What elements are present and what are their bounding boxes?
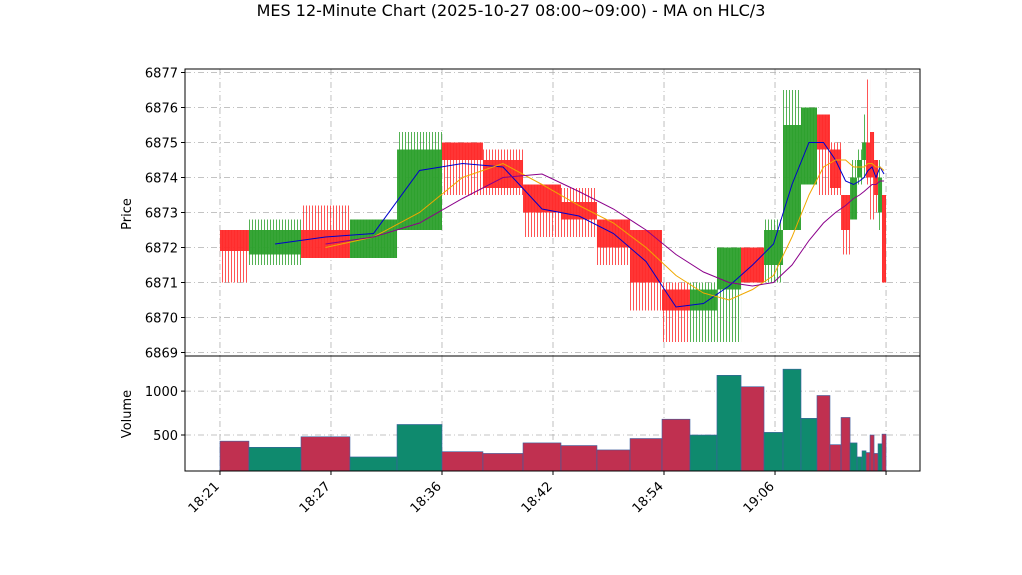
volume-bar <box>829 444 842 472</box>
volume-tick-label: 1000 <box>145 385 178 400</box>
candle-body <box>764 230 784 265</box>
volume-bar <box>441 451 484 472</box>
y-tick-label: 6869 <box>145 347 178 362</box>
y-tick-label: 6874 <box>145 172 178 187</box>
volume-bar <box>816 395 831 472</box>
candle-body <box>662 289 690 311</box>
candle-body <box>397 149 442 230</box>
candle-body <box>248 230 302 255</box>
candle-body <box>857 160 863 178</box>
volume-bar <box>689 434 718 472</box>
plot: 18:21 18:27 18:36 18:42 18:54 19:066869687068… <box>145 67 920 516</box>
volume-bar <box>349 456 398 472</box>
candle-body <box>219 230 249 251</box>
volume-bar <box>219 440 250 472</box>
volume-bar <box>248 446 302 472</box>
volume-bar <box>861 450 867 472</box>
volume-bar <box>782 368 802 472</box>
volume-bar <box>740 386 765 472</box>
volume-bar <box>873 453 879 472</box>
candle-body <box>800 107 817 185</box>
candle-wick <box>866 79 871 185</box>
volume-bar <box>629 438 663 472</box>
volume-bar <box>877 443 883 472</box>
y-tick-label: 6870 <box>145 312 178 327</box>
volume-bar <box>800 418 818 472</box>
volume-bar <box>522 442 562 472</box>
candle-body <box>716 247 742 290</box>
chart-title: MES 12-Minute Chart (2025-10-27 08:00~09… <box>257 1 766 20</box>
candle-body <box>870 132 875 178</box>
ma-line <box>325 159 885 301</box>
candle-body <box>349 219 398 258</box>
candle-body <box>841 195 851 230</box>
volume-bar <box>300 436 351 472</box>
y-tick-label: 6875 <box>145 137 178 152</box>
candle-body <box>882 195 887 283</box>
candle-body <box>630 230 663 283</box>
y-tick-label: 6873 <box>145 207 178 222</box>
volume-axis-label: Volume <box>120 390 135 438</box>
volume-bar <box>869 434 875 472</box>
candle-body <box>866 142 871 178</box>
candle-body <box>816 114 830 150</box>
y-axis-label: Price <box>120 198 135 230</box>
volume-bar <box>482 453 524 472</box>
volume-bar <box>881 433 887 472</box>
volume-tick-label: 500 <box>153 429 178 444</box>
volume-bar <box>396 424 443 472</box>
candle-body <box>783 125 801 230</box>
y-tick-label: 6877 <box>145 67 178 82</box>
volume-bar <box>840 417 851 472</box>
candle-body <box>523 184 561 213</box>
y-tick-label: 6876 <box>145 102 178 117</box>
candle-body <box>560 202 597 220</box>
volume-bar <box>560 445 598 472</box>
candle-body <box>878 177 883 213</box>
volume-bar <box>661 418 691 472</box>
volume-bar <box>865 452 871 472</box>
volume-bar <box>763 432 784 472</box>
candle-body <box>441 142 483 160</box>
volume-bar <box>596 449 631 472</box>
candle-body <box>482 160 524 188</box>
ma-line <box>274 142 885 308</box>
y-tick-label: 6871 <box>145 277 178 292</box>
y-tick-label: 6872 <box>145 242 178 257</box>
volume-bar <box>849 442 858 472</box>
volume-bar <box>856 456 863 472</box>
candle-body <box>862 142 867 160</box>
ma-line <box>325 173 885 287</box>
candle-body <box>829 149 842 188</box>
volume-bar <box>716 375 742 472</box>
volume-frame <box>184 355 921 472</box>
